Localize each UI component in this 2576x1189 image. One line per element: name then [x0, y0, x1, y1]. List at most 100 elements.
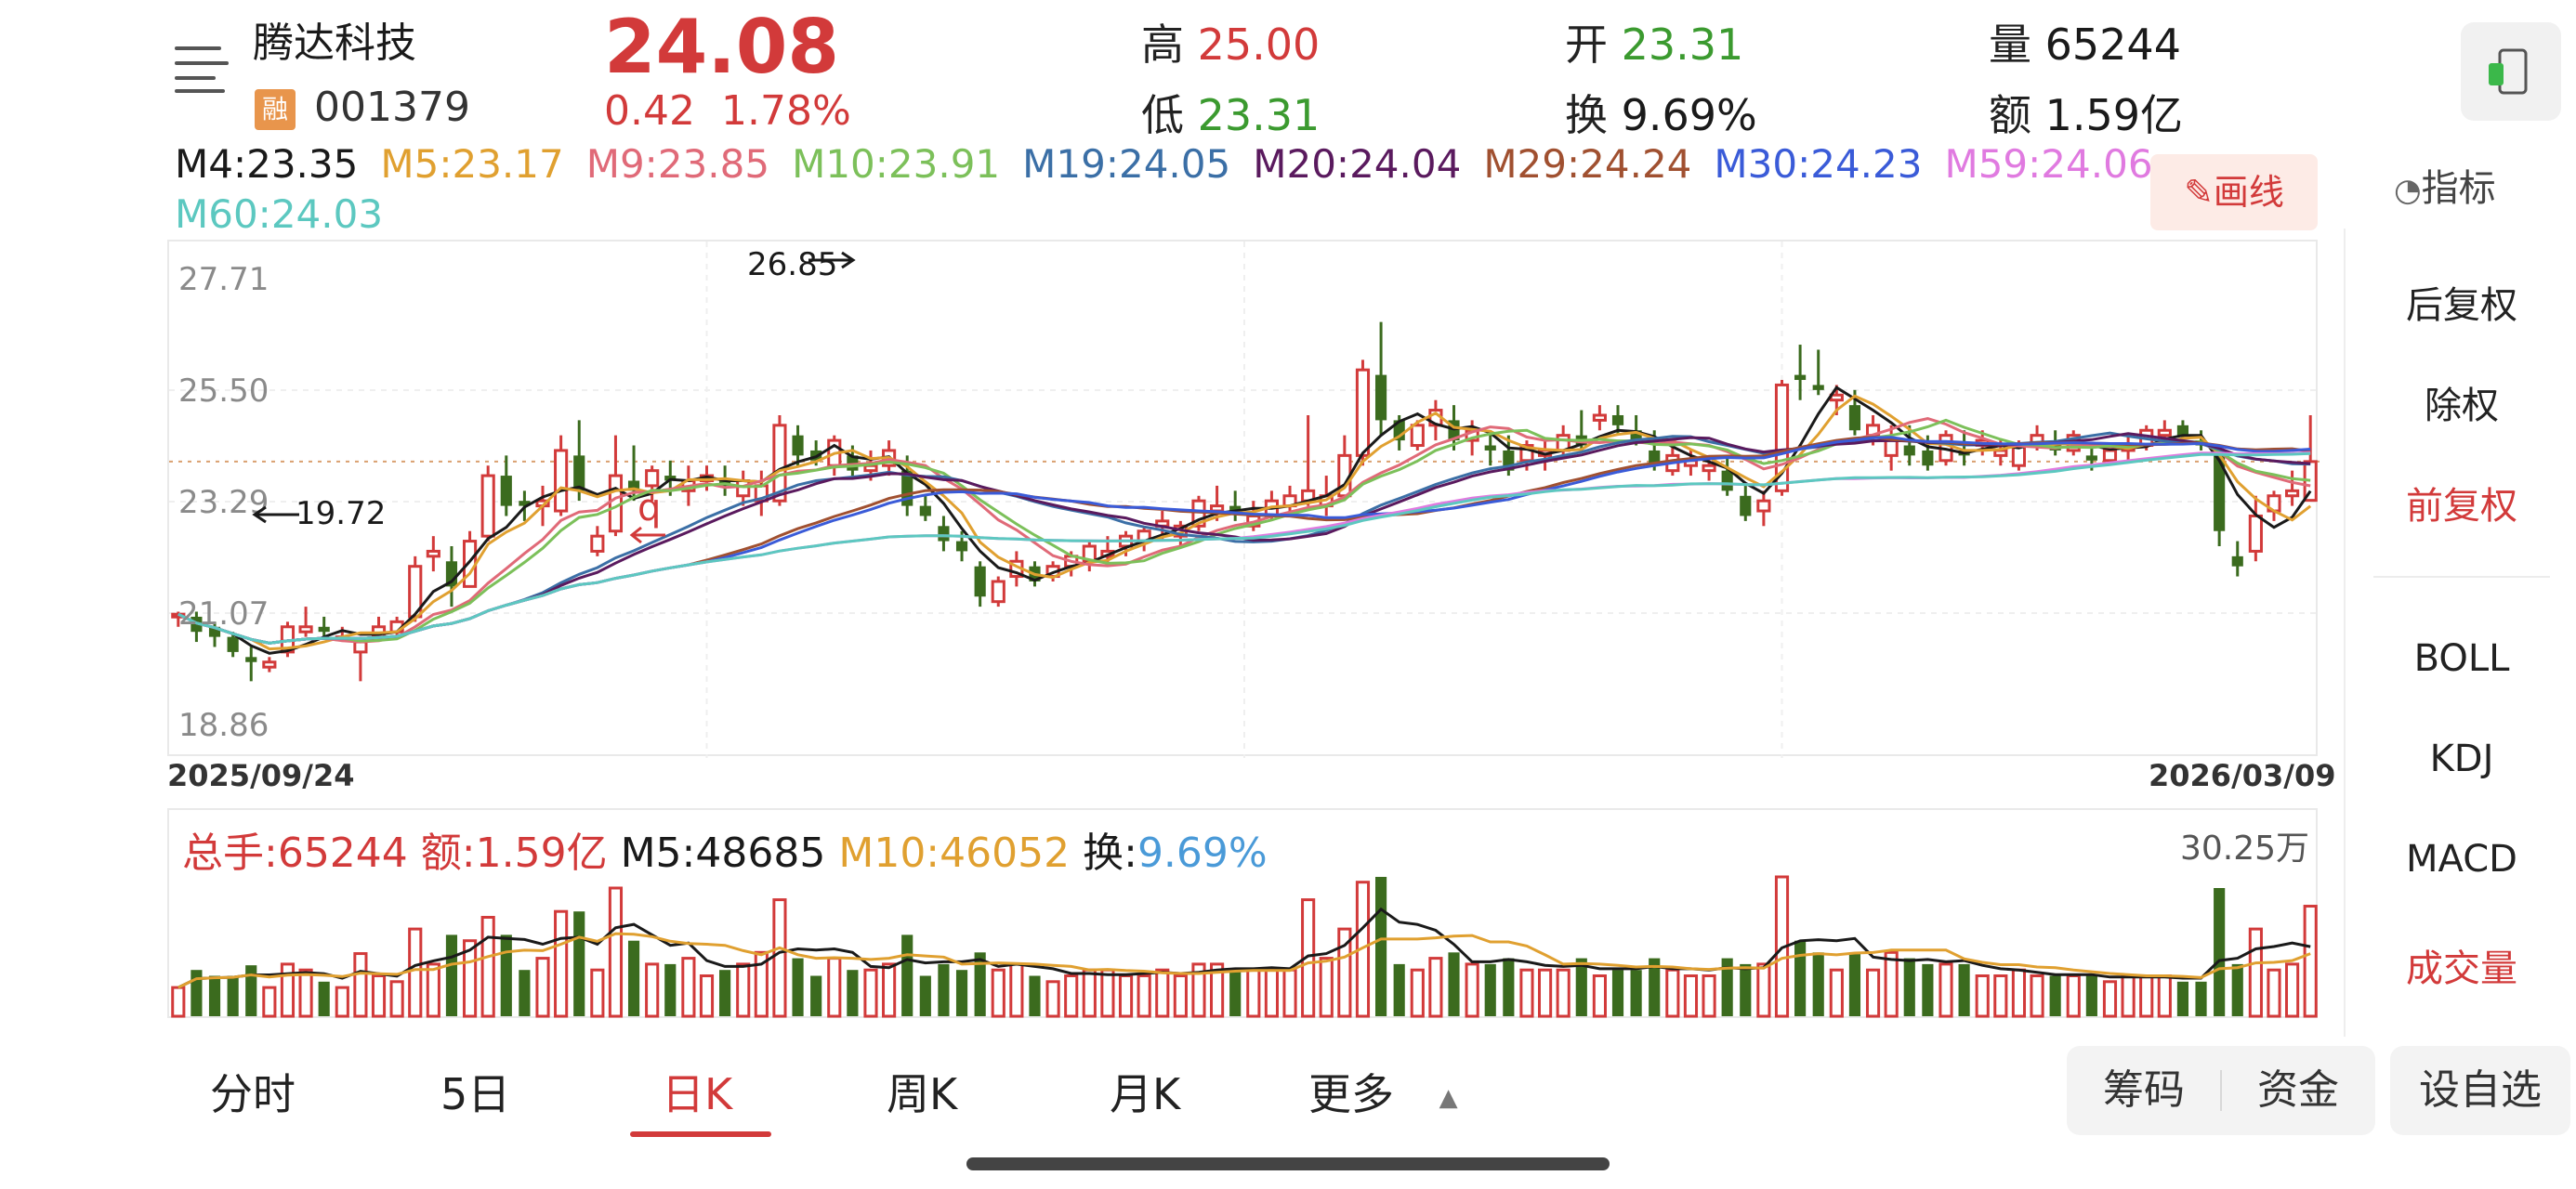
volume-bar: [792, 958, 804, 1016]
volume-bar: [1975, 974, 1990, 1018]
volume-bar: [519, 970, 531, 1016]
switch-screen-glyph: [2489, 48, 2528, 95]
vol-turnover-label: 换:: [1083, 830, 1137, 877]
candle-body: [245, 657, 257, 662]
volume-bar: [2066, 974, 2081, 1018]
price-change: 0.42 1.78%: [604, 87, 851, 135]
indicator-button[interactable]: ◔指标: [2394, 167, 2496, 210]
volume-bar: [1575, 958, 1587, 1016]
indicator-volume[interactable]: 成交量: [2406, 947, 2517, 990]
price-axis-label: 25.50: [178, 372, 269, 410]
volume-bar: [227, 975, 239, 1016]
volume-bar: [2157, 974, 2172, 1018]
volume-bar: [2303, 905, 2318, 1018]
candle-body: [2102, 449, 2118, 463]
stat-amount: 额 1.59亿: [1989, 90, 2184, 140]
menu-icon[interactable]: [175, 45, 229, 93]
candle-body: [1410, 424, 1425, 448]
volume-bar: [480, 916, 495, 1018]
tab-5day[interactable]: 5日: [440, 1069, 511, 1119]
volume-bar: [408, 927, 423, 1018]
volume-bar: [1556, 968, 1571, 1018]
switch-screen-icon[interactable]: [2461, 22, 2561, 121]
stat-high: 高 25.00: [1141, 20, 1321, 70]
volume-bar: [1029, 975, 1041, 1016]
candle-body: [792, 435, 804, 456]
volume-bar: [754, 950, 769, 1018]
candle-body: [2285, 489, 2300, 498]
candle-body: [1829, 393, 1844, 402]
candle-body: [1993, 449, 2008, 457]
volume-bar: [2285, 962, 2300, 1018]
volume-bar: [298, 968, 313, 1018]
low-arrow-head: [252, 505, 267, 524]
volume-bars: [171, 875, 2318, 1018]
volume-bar: [827, 957, 842, 1018]
volume-bar: [2214, 888, 2226, 1016]
volume-bar: [938, 963, 950, 1016]
volume-chart[interactable]: [167, 808, 2318, 1018]
candle-body: [1484, 445, 1496, 451]
high-arrow-head: [841, 251, 856, 269]
draw-line-button[interactable]: ✎画线: [2150, 154, 2318, 230]
home-indicator[interactable]: [966, 1157, 1610, 1170]
funds-button[interactable]: 资金: [2257, 1066, 2339, 1114]
volume-ma10-line: [177, 932, 2311, 989]
adjust-none[interactable]: 除权: [2425, 385, 2499, 427]
vol-turnover-value: 9.69%: [1137, 830, 1268, 877]
volume-bar: [590, 968, 605, 1018]
candle-body: [1848, 405, 1861, 431]
tab-intraday[interactable]: 分时: [210, 1069, 296, 1119]
candle-body: [426, 549, 440, 558]
volume-bar: [901, 934, 913, 1016]
ma-legend-item: M60:24.03: [175, 191, 384, 237]
last-price: 24.08: [604, 4, 840, 90]
volume-bar: [1702, 974, 1716, 1018]
volume-bar: [1884, 950, 1899, 1018]
volume-bar: [1191, 962, 1206, 1018]
price-chart[interactable]: 27.71 25.50 23.29 21.07 18.86 26.85 19.72 q: [167, 240, 2320, 758]
volume-bar: [1592, 974, 1607, 1018]
candle-body: [318, 626, 330, 633]
adjust-post[interactable]: 后复权: [2406, 284, 2517, 327]
candle-body: [863, 464, 878, 473]
button-divider: [2220, 1070, 2222, 1111]
volume-bar: [191, 970, 203, 1016]
volume-bar: [1683, 974, 1699, 1018]
candle-body: [919, 505, 931, 516]
volume-bar: [1848, 952, 1861, 1016]
change-percent: 1.78%: [720, 87, 851, 135]
volume-bar: [1922, 963, 1934, 1016]
tab-more[interactable]: 更多 ▲: [1308, 1069, 1458, 1119]
volume-bar: [1939, 962, 1953, 1018]
end-date: 2026/03/09: [2149, 758, 2336, 793]
pencil-icon: ✎: [2184, 172, 2214, 213]
volume-bar: [1173, 974, 1188, 1018]
volume-bar: [1465, 962, 1479, 1018]
volume-bar: [736, 962, 751, 1018]
indicator-kdj[interactable]: KDJ: [2429, 738, 2494, 780]
volume-bar: [262, 986, 277, 1018]
volume-bar: [573, 911, 585, 1016]
indicator-boll[interactable]: BOLL: [2413, 637, 2510, 680]
candle-body: [1611, 414, 1624, 425]
tab-weekly-k[interactable]: 周K: [887, 1069, 958, 1119]
volume-bar: [1865, 968, 1881, 1018]
candle-body: [1229, 505, 1242, 512]
volume-bar: [1246, 968, 1261, 1018]
volume-bar: [1958, 963, 1970, 1016]
ma-legend-item: M20:24.04: [1253, 141, 1462, 187]
ma-line: [177, 417, 2311, 645]
change-value: 0.42: [604, 87, 695, 135]
volume-bar: [335, 986, 349, 1018]
ma-legend-item: M10:23.91: [792, 141, 1001, 187]
tab-monthly-k[interactable]: 月K: [1110, 1069, 1181, 1119]
chips-button[interactable]: 筹码: [2103, 1066, 2185, 1114]
stat-low: 低 23.31: [1141, 90, 1321, 140]
tab-daily-k[interactable]: 日K: [662, 1069, 733, 1119]
indicator-macd[interactable]: MACD: [2406, 838, 2517, 881]
ma-legend-item: M9:23.85: [585, 141, 770, 187]
price-axis-label: 18.86: [178, 707, 269, 744]
add-watchlist-button[interactable]: 设自选: [2390, 1046, 2570, 1135]
adjust-pre[interactable]: 前复权: [2406, 485, 2517, 528]
